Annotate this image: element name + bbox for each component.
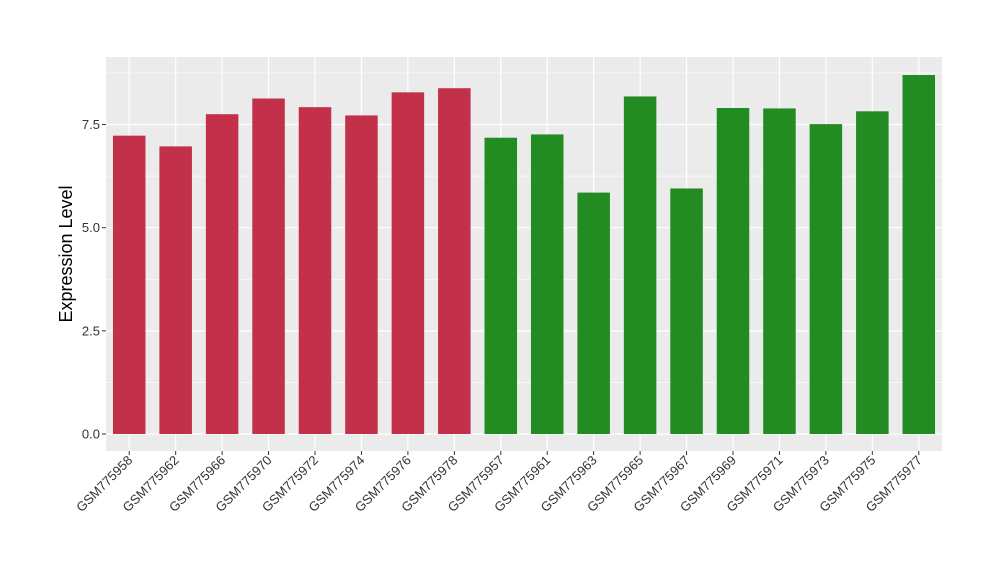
bar [438,88,471,435]
bars [112,75,936,435]
y-tick-label: 0.0 [82,427,100,442]
bar [484,137,518,434]
bar [902,75,936,434]
bar [112,135,146,434]
y-axis-title: Expression Level [56,185,76,322]
y-tick-label: 5.0 [82,220,100,235]
bar [252,98,285,434]
bar [530,134,564,434]
bar [159,146,192,434]
bar [670,188,703,434]
bar [716,108,750,434]
bar [298,107,332,434]
bar [763,108,796,435]
bar [205,114,239,435]
y-axis: 0.0 2.5 5.0 7.5 [82,117,106,442]
plot-panel [106,57,942,451]
bar [391,92,425,435]
bar [623,96,657,435]
bar [856,111,889,434]
bar [345,115,378,434]
x-axis: GSM775958GSM775962GSM775966GSM775970GSM7… [73,451,925,515]
bar [577,192,610,434]
y-tick-label: 2.5 [82,323,100,338]
y-tick-label: 7.5 [82,117,100,132]
bar [809,124,843,434]
